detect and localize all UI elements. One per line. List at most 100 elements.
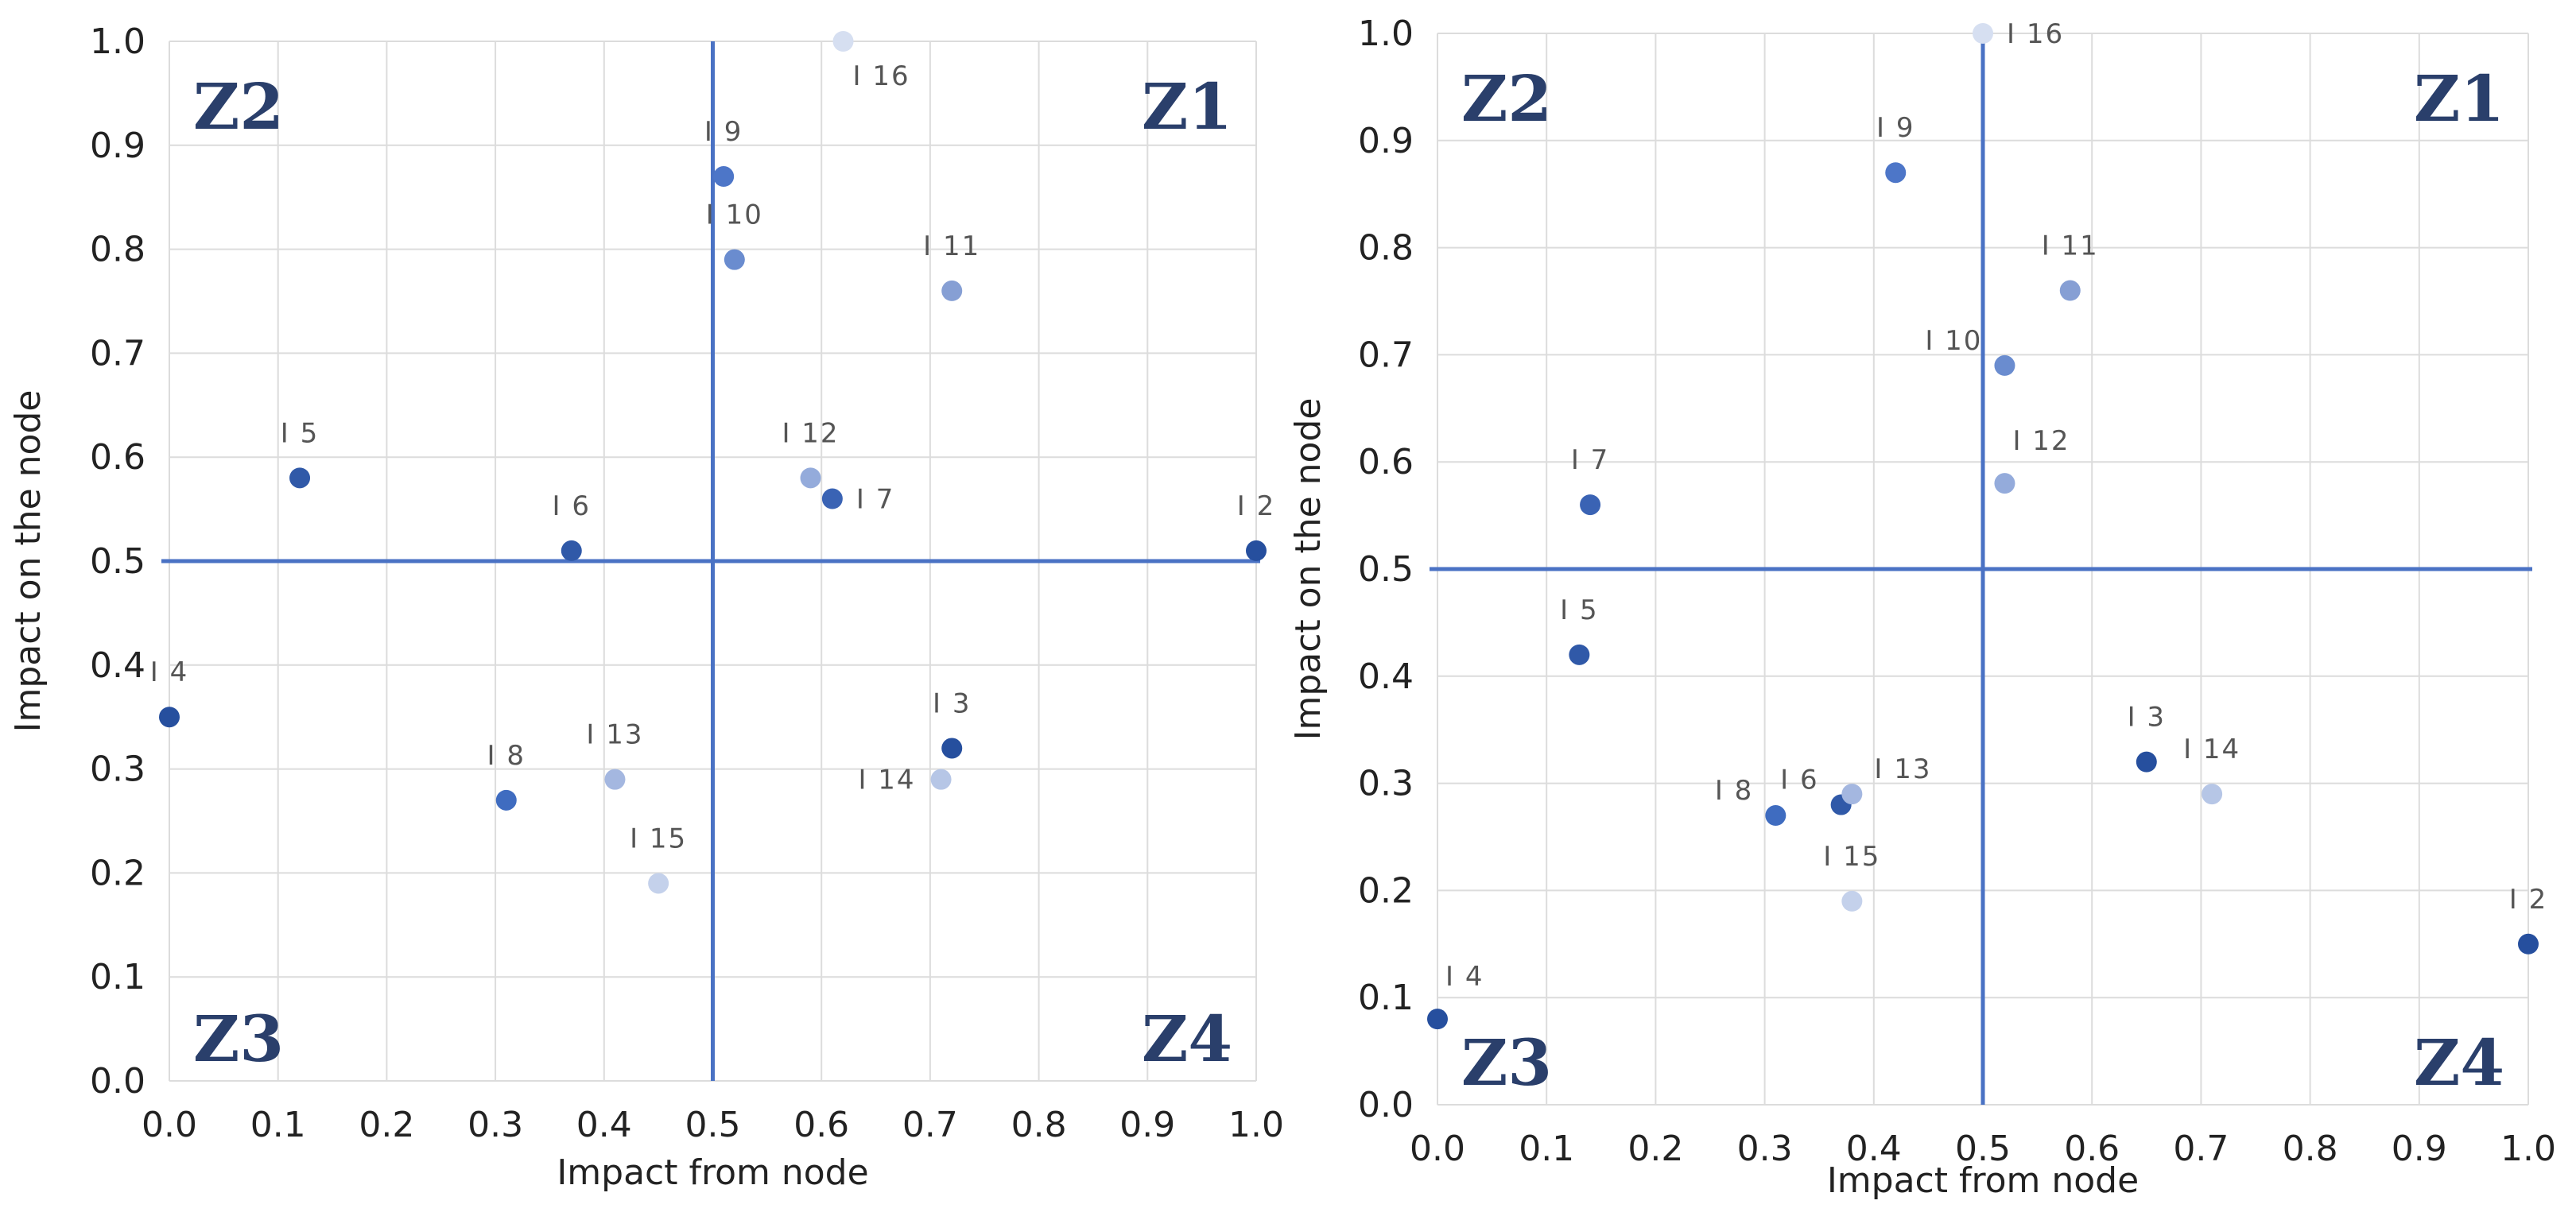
- data-point: [713, 166, 735, 188]
- data-point: [2518, 933, 2539, 955]
- data-point: [1994, 354, 2015, 376]
- x-tick-label: 0.8: [1011, 1105, 1067, 1145]
- data-point-label: I 15: [630, 823, 687, 854]
- data-point-label: I 16: [2007, 18, 2064, 50]
- data-point: [1841, 784, 1863, 805]
- x-tick-label: 0.8: [2283, 1129, 2338, 1169]
- x-tick-label: 0.2: [359, 1105, 414, 1145]
- data-point-label: I 7: [856, 484, 894, 516]
- y-tick-label: 0.2: [90, 853, 145, 893]
- zone-label-z1: Z1: [1142, 69, 1232, 144]
- data-point: [604, 769, 626, 790]
- y-tick-label: 0.9: [90, 126, 145, 166]
- data-point-label: I 9: [704, 116, 743, 148]
- y-tick-label: 0.8: [1358, 228, 1414, 269]
- y-tick-label: 0.6: [90, 437, 145, 478]
- data-point-label: I 5: [281, 417, 319, 449]
- x-tick-label: 0.9: [2392, 1129, 2447, 1169]
- data-point-label: I 3: [933, 687, 971, 719]
- data-point: [2059, 280, 2081, 301]
- data-point-label: I 4: [1445, 961, 1484, 993]
- x-tick-label: 0.2: [1627, 1129, 1683, 1169]
- data-point: [941, 280, 963, 301]
- data-point-label: I 12: [2012, 425, 2070, 457]
- x-tick-label: 0.4: [576, 1105, 632, 1145]
- y-tick-label: 0.1: [1358, 978, 1414, 1018]
- x-tick-label: 0.0: [142, 1105, 197, 1145]
- y-tick-label: 0.7: [90, 333, 145, 374]
- y-tick-label: 1.0: [90, 21, 145, 62]
- right-scatter-chart: 0.0 0.1 0.2 0.3 0.4 0.5 0.6 0.7 0.8 0.9 1.0 0.0 0.1 0…: [1288, 14, 2556, 1201]
- y-tick-label: 0.4: [1358, 656, 1414, 697]
- data-point-label: I 11: [2042, 230, 2099, 262]
- y-tick-label: 1.0: [1358, 14, 1414, 54]
- data-point-label: I 6: [553, 490, 591, 522]
- data-point: [1973, 23, 1993, 44]
- data-point: [1569, 644, 1590, 665]
- data-point: [2202, 784, 2223, 805]
- x-tick-label: 1.0: [2500, 1129, 2556, 1169]
- left-scatter-chart: 0.0 0.1 0.2 0.3 0.4 0.5 0.6 0.7 0.8 0.9 1.0 0.0 0.1 0…: [8, 21, 1284, 1193]
- x-tick-label: 0.3: [1737, 1129, 1793, 1169]
- data-point: [1580, 494, 1601, 516]
- data-point: [289, 467, 311, 489]
- data-point-label: I 2: [2509, 884, 2547, 916]
- x-tick-label: 0.3: [467, 1105, 523, 1145]
- data-point-label: I 5: [1560, 594, 1598, 626]
- data-point: [1841, 890, 1863, 912]
- zone-label-z2: Z2: [1461, 61, 1552, 136]
- zone-label-z4: Z4: [1142, 1001, 1232, 1076]
- x-tick-label: 0.4: [1846, 1129, 1902, 1169]
- x-tick-label: 0.9: [1119, 1105, 1175, 1145]
- y-tick-label: 0.4: [90, 645, 145, 686]
- zone-label-z3: Z3: [193, 1001, 284, 1076]
- y-tick-label: 0.3: [90, 749, 145, 790]
- data-point: [832, 31, 854, 52]
- x-tick-label: 0.7: [2173, 1129, 2229, 1169]
- data-point: [941, 738, 963, 759]
- y-tick-label: 0.5: [90, 541, 145, 582]
- data-point-label: I 3: [2128, 702, 2166, 734]
- x-tick-label: 1.0: [1228, 1105, 1284, 1145]
- data-point: [561, 540, 582, 561]
- data-point-label: I 2: [1237, 490, 1275, 522]
- x-tick-label: 0.6: [793, 1105, 849, 1145]
- x-tick-label: 0.1: [1519, 1129, 1574, 1169]
- data-point-label: I 9: [1876, 112, 1915, 144]
- data-point-label: I 16: [853, 60, 910, 92]
- data-point-label: I 14: [2183, 734, 2240, 765]
- y-tick-label: 0.9: [1358, 121, 1414, 161]
- data-point-label: I 11: [923, 230, 980, 262]
- data-point: [930, 769, 952, 790]
- data-point: [159, 707, 180, 728]
- data-point: [800, 467, 821, 489]
- data-point: [648, 873, 669, 894]
- x-axis-title: Impact from node: [557, 1152, 868, 1193]
- data-point: [1994, 473, 2015, 494]
- data-point: [495, 789, 517, 811]
- x-tick-label: 0.1: [250, 1105, 306, 1145]
- zone-label-z4: Z4: [2414, 1025, 2504, 1100]
- x-tick-label: 0.7: [902, 1105, 958, 1145]
- y-tick-label: 0.8: [90, 230, 145, 270]
- data-point: [1246, 540, 1267, 561]
- data-point: [2136, 751, 2157, 773]
- data-point-label: I 12: [782, 417, 839, 449]
- data-point-label: I 8: [1715, 775, 1753, 807]
- x-tick-label: 0.5: [685, 1105, 741, 1145]
- data-point: [724, 249, 745, 270]
- data-point-label: I 4: [150, 656, 188, 688]
- x-axis-title: Impact from node: [1827, 1160, 2139, 1201]
- data-point-label: I 6: [1780, 765, 1818, 796]
- x-tick-label: 0.6: [2064, 1129, 2120, 1169]
- y-tick-label: 0.3: [1358, 764, 1414, 804]
- data-point: [1885, 162, 1907, 184]
- y-axis-title: Impact on the node: [1288, 398, 1329, 741]
- data-point: [1765, 805, 1787, 827]
- data-point-label: I 7: [1571, 444, 1609, 476]
- x-tick-label: 0.0: [1410, 1129, 1465, 1169]
- data-point-label: I 13: [1874, 753, 1931, 785]
- zone-label-z1: Z1: [2414, 61, 2504, 136]
- y-tick-label: 0.0: [90, 1061, 145, 1102]
